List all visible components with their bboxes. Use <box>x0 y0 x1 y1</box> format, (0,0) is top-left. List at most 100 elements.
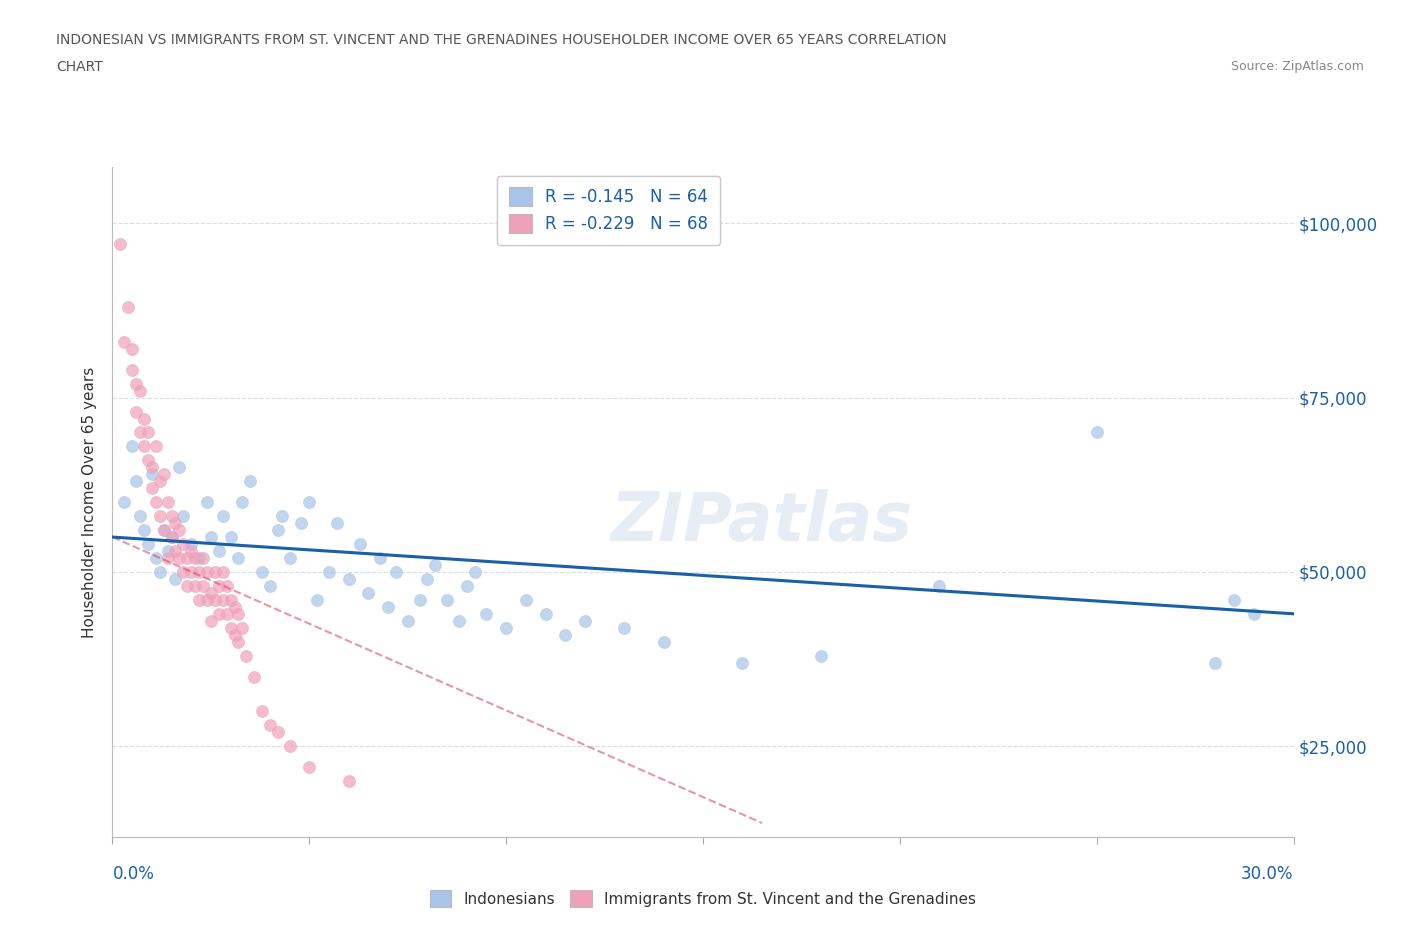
Point <box>156 551 179 565</box>
Point <box>554 628 576 643</box>
Point <box>211 592 233 607</box>
Point <box>447 614 470 629</box>
Point <box>180 544 202 559</box>
Point <box>219 620 242 635</box>
Point <box>1223 592 1246 607</box>
Point <box>172 537 194 551</box>
Point <box>1085 425 1108 440</box>
Point <box>160 530 183 545</box>
Point <box>132 411 155 426</box>
Point <box>152 467 174 482</box>
Point <box>464 565 486 579</box>
Point <box>1243 606 1265 621</box>
Point <box>231 495 253 510</box>
Point <box>270 509 292 524</box>
Point <box>259 578 281 593</box>
Point <box>259 718 281 733</box>
Point <box>184 551 207 565</box>
Point <box>250 704 273 719</box>
Point <box>180 537 202 551</box>
Point <box>200 530 222 545</box>
Point <box>278 738 301 753</box>
Point <box>169 523 191 538</box>
Point <box>235 648 257 663</box>
Text: 0.0%: 0.0% <box>112 865 155 883</box>
Point <box>211 565 233 579</box>
Point <box>136 453 159 468</box>
Point <box>180 565 202 579</box>
Point <box>132 439 155 454</box>
Point <box>149 474 172 489</box>
Point <box>298 760 321 775</box>
Point <box>1204 656 1226 671</box>
Point <box>195 495 218 510</box>
Point <box>219 592 242 607</box>
Point <box>613 620 636 635</box>
Point <box>228 551 250 565</box>
Point <box>368 551 391 565</box>
Point <box>349 537 371 551</box>
Y-axis label: Householder Income Over 65 years: Householder Income Over 65 years <box>82 366 97 638</box>
Point <box>278 551 301 565</box>
Point <box>121 363 143 378</box>
Point <box>156 544 179 559</box>
Point <box>156 495 179 510</box>
Point <box>208 544 231 559</box>
Point <box>425 558 447 573</box>
Point <box>132 523 155 538</box>
Point <box>117 299 139 314</box>
Point <box>208 606 231 621</box>
Point <box>149 565 172 579</box>
Point <box>204 592 226 607</box>
Point <box>191 551 214 565</box>
Point <box>125 377 148 392</box>
Point <box>145 439 167 454</box>
Point <box>121 439 143 454</box>
Point <box>267 523 290 538</box>
Point <box>141 481 163 496</box>
Point <box>298 495 321 510</box>
Point <box>215 578 238 593</box>
Point <box>188 592 211 607</box>
Point <box>136 425 159 440</box>
Point <box>250 565 273 579</box>
Point <box>125 474 148 489</box>
Text: Source: ZipAtlas.com: Source: ZipAtlas.com <box>1230 60 1364 73</box>
Point <box>318 565 340 579</box>
Point <box>396 614 419 629</box>
Point <box>731 656 754 671</box>
Point <box>125 405 148 419</box>
Point <box>149 509 172 524</box>
Point <box>152 523 174 538</box>
Point <box>184 578 207 593</box>
Point <box>810 648 832 663</box>
Legend: R = -0.145   N = 64, R = -0.229   N = 68: R = -0.145 N = 64, R = -0.229 N = 68 <box>496 176 720 245</box>
Point <box>169 460 191 475</box>
Point <box>408 592 430 607</box>
Point <box>129 425 152 440</box>
Point <box>290 516 312 531</box>
Point <box>436 592 458 607</box>
Point <box>377 600 399 615</box>
Point <box>326 516 349 531</box>
Point <box>160 509 183 524</box>
Point <box>337 572 360 587</box>
Point <box>208 578 231 593</box>
Point <box>357 586 380 601</box>
Point <box>112 495 135 510</box>
Point <box>211 509 233 524</box>
Point <box>145 495 167 510</box>
Point <box>141 467 163 482</box>
Point <box>228 606 250 621</box>
Point <box>141 460 163 475</box>
Point <box>136 537 159 551</box>
Point <box>928 578 950 593</box>
Point <box>160 530 183 545</box>
Point <box>191 578 214 593</box>
Point <box>165 572 187 587</box>
Point <box>416 572 439 587</box>
Point <box>231 620 253 635</box>
Point <box>165 544 187 559</box>
Point <box>215 606 238 621</box>
Point <box>145 551 167 565</box>
